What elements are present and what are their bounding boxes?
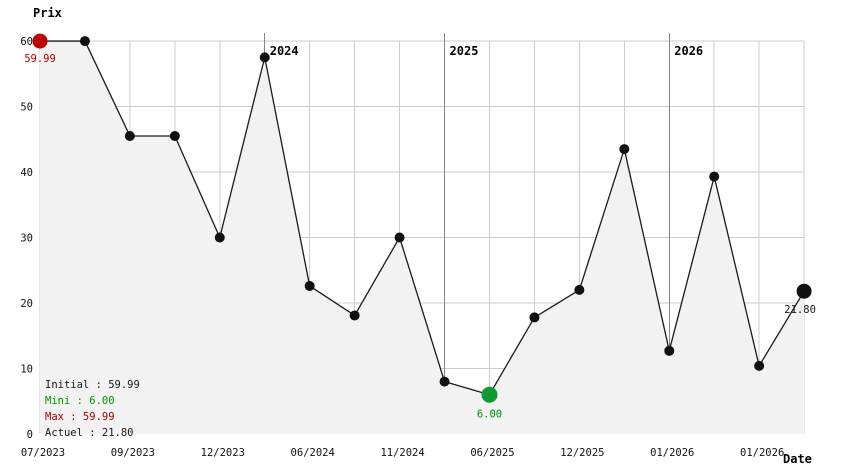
data-point-marker [709, 171, 720, 182]
point-value-label: 21.80 [784, 304, 816, 316]
x-tick-label: 06/2024 [291, 447, 335, 459]
x-tick-label: 01/2026 [650, 447, 694, 459]
data-point-marker [619, 144, 630, 155]
price-summary-legend: Initial : 59.99 Mini : 6.00 Max : 59.99 Act… [45, 377, 140, 441]
y-tick-label: 50 [20, 102, 33, 114]
y-tick-label: 60 [20, 36, 33, 48]
data-point-marker [529, 312, 540, 323]
legend-item-initial: Initial : 59.99 [45, 379, 140, 391]
x-tick-label: 06/2025 [470, 447, 514, 459]
y-tick-label: 10 [20, 364, 33, 376]
current-point-marker [796, 283, 812, 299]
x-tick-label: 11/2024 [380, 447, 424, 459]
point-value-label: 6.00 [477, 409, 502, 421]
point-value-label: 59.99 [24, 53, 56, 65]
data-point-marker [304, 280, 315, 291]
x-tick-label: 01/2026 [740, 447, 784, 459]
x-tick-label: 12/2025 [560, 447, 604, 459]
x-tick-label: 12/2023 [201, 447, 245, 459]
x-tick-label: 09/2023 [111, 447, 155, 459]
data-point-marker [169, 130, 180, 141]
data-point-marker [214, 232, 225, 243]
min-point-marker [481, 386, 498, 403]
x-tick-label: 07/2023 [21, 447, 65, 459]
x-axis-title: Date [783, 452, 812, 466]
legend-item-actuel: Actuel : 21.80 [45, 427, 134, 439]
data-point-marker [754, 360, 765, 371]
y-tick-label: 40 [20, 167, 33, 179]
data-point-marker [79, 36, 90, 47]
data-point-marker [124, 130, 135, 141]
y-tick-label: 20 [20, 298, 33, 310]
year-label: 2026 [674, 44, 703, 58]
data-point-marker [259, 52, 270, 63]
y-axis-title: Prix [33, 6, 62, 20]
data-point-marker [664, 345, 675, 356]
y-tick-label: 0 [27, 429, 33, 441]
price-line [40, 40, 805, 396]
legend-item-mini: Mini : 6.00 [45, 395, 115, 407]
data-point-marker [574, 284, 585, 295]
y-tick-label: 30 [20, 233, 33, 245]
data-point-marker [439, 376, 450, 387]
year-label: 2024 [270, 44, 299, 58]
data-point-marker [394, 232, 405, 243]
price-area-fill [40, 41, 805, 435]
initial-point-marker [32, 33, 48, 49]
data-point-marker [349, 310, 360, 321]
legend-item-max: Max : 59.99 [45, 411, 115, 423]
year-label: 2025 [450, 44, 479, 58]
